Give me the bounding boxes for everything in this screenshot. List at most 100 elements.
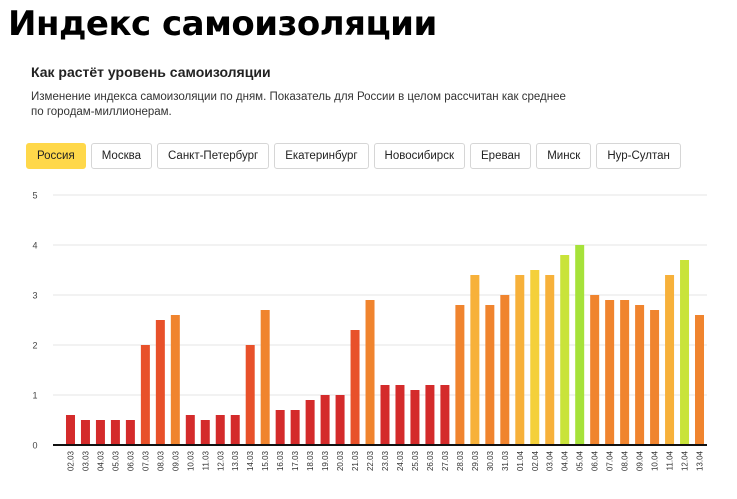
- bar[interactable]: [665, 275, 675, 445]
- x-tick-label: 14.03: [246, 450, 255, 471]
- tab-russia[interactable]: Россия: [26, 143, 86, 169]
- bar[interactable]: [380, 385, 390, 445]
- bar[interactable]: [80, 420, 90, 445]
- bar[interactable]: [605, 300, 615, 445]
- bar[interactable]: [590, 295, 600, 445]
- bar[interactable]: [695, 315, 705, 445]
- y-tick-label: 4: [32, 241, 37, 251]
- page-title: Индекс самоизоляции: [8, 4, 437, 44]
- x-tick-label: 22.03: [366, 450, 375, 471]
- x-tick-label: 05.03: [111, 450, 120, 471]
- x-tick-label: 31.03: [501, 450, 510, 471]
- x-tick-label: 08.04: [621, 450, 630, 471]
- bar[interactable]: [140, 345, 150, 445]
- y-tick-label: 0: [32, 441, 37, 451]
- x-tick-label: 07.04: [606, 450, 615, 471]
- bar[interactable]: [470, 275, 480, 445]
- x-tick-label: 11.03: [201, 450, 210, 470]
- bar[interactable]: [515, 275, 525, 445]
- bar[interactable]: [485, 305, 495, 445]
- bar[interactable]: [455, 305, 465, 445]
- bar[interactable]: [500, 295, 510, 445]
- bar[interactable]: [335, 395, 345, 445]
- bar[interactable]: [635, 305, 645, 445]
- bar[interactable]: [125, 420, 135, 445]
- bar[interactable]: [185, 415, 195, 445]
- x-tick-label: 09.04: [636, 450, 645, 471]
- y-tick-label: 2: [32, 341, 37, 351]
- x-tick-label: 13.03: [231, 450, 240, 471]
- bar[interactable]: [65, 415, 75, 445]
- x-tick-label: 02.03: [66, 450, 75, 471]
- x-tick-label: 10.03: [186, 450, 195, 471]
- bar[interactable]: [200, 420, 210, 445]
- y-tick-label: 5: [32, 191, 37, 201]
- x-tick-label: 01.04: [516, 450, 525, 471]
- city-tabs: Россия Москва Санкт-Петербург Екатеринбу…: [26, 143, 681, 169]
- tab-saint-petersburg[interactable]: Санкт-Петербург: [156, 143, 270, 169]
- bar[interactable]: [575, 245, 585, 445]
- x-tick-label: 21.03: [351, 450, 360, 471]
- x-tick-label: 19.03: [321, 450, 330, 471]
- tab-moscow[interactable]: Москва: [90, 143, 152, 169]
- bar[interactable]: [95, 420, 105, 445]
- bar[interactable]: [290, 410, 300, 445]
- bar[interactable]: [530, 270, 540, 445]
- x-tick-label: 25.03: [411, 450, 420, 471]
- x-tick-label: 23.03: [381, 450, 390, 471]
- tab-minsk[interactable]: Минск: [536, 143, 592, 169]
- x-tick-label: 07.03: [141, 450, 150, 471]
- x-tick-label: 03.03: [81, 450, 90, 471]
- bar[interactable]: [245, 345, 255, 445]
- y-tick-label: 1: [32, 391, 37, 401]
- bar[interactable]: [650, 310, 660, 445]
- bar[interactable]: [680, 260, 690, 445]
- x-tick-label: 04.04: [561, 450, 570, 471]
- bar[interactable]: [620, 300, 630, 445]
- bar[interactable]: [365, 300, 375, 445]
- x-tick-label: 15.03: [261, 450, 270, 471]
- tab-novosibirsk[interactable]: Новосибирск: [373, 143, 465, 169]
- x-tick-label: 04.03: [96, 450, 105, 471]
- x-tick-label: 08.03: [156, 450, 165, 471]
- x-tick-label: 24.03: [396, 450, 405, 471]
- x-tick-label: 29.03: [471, 450, 480, 471]
- y-tick-label: 3: [32, 291, 37, 301]
- bar[interactable]: [350, 330, 360, 445]
- bar[interactable]: [170, 315, 180, 445]
- bar[interactable]: [410, 390, 420, 445]
- tab-yekaterinburg[interactable]: Екатеринбург: [274, 143, 369, 169]
- tab-nur-sultan[interactable]: Нур-Султан: [596, 143, 681, 169]
- bar-chart: 0 1 2 3 4 5 02.03 03.03 04.03 05.03 06.03 07.03 08.0…: [32, 191, 707, 471]
- bar[interactable]: [545, 275, 555, 445]
- bar[interactable]: [155, 320, 165, 445]
- x-tick-label: 12.03: [216, 450, 225, 471]
- bar[interactable]: [275, 410, 285, 445]
- tab-yerevan[interactable]: Ереван: [470, 143, 532, 169]
- x-tick-label: 20.03: [336, 450, 345, 471]
- bar[interactable]: [395, 385, 405, 445]
- bar[interactable]: [425, 385, 435, 445]
- x-tick-label: 06.04: [591, 450, 600, 471]
- x-tick-label: 28.03: [456, 450, 465, 471]
- bar[interactable]: [110, 420, 120, 445]
- bar[interactable]: [305, 400, 315, 445]
- bar[interactable]: [230, 415, 240, 445]
- bar[interactable]: [320, 395, 330, 445]
- x-tick-label: 27.03: [441, 450, 450, 471]
- x-tick-label: 03.04: [546, 450, 555, 471]
- x-tick-label: 12.04: [681, 450, 690, 471]
- widget-description: Изменение индекса самоизоляции по дням. …: [31, 91, 566, 118]
- bar[interactable]: [440, 385, 450, 445]
- bar[interactable]: [215, 415, 225, 445]
- x-tick-label: 16.03: [276, 450, 285, 471]
- x-tick-label: 18.03: [306, 450, 315, 471]
- bar[interactable]: [260, 310, 270, 445]
- x-tick-label: 10.04: [651, 450, 660, 471]
- x-tick-label: 30.03: [486, 450, 495, 471]
- x-tick-label: 05.04: [576, 450, 585, 471]
- x-tick-label: 02.04: [531, 450, 540, 471]
- bar[interactable]: [560, 255, 570, 445]
- x-tick-label: 13.04: [696, 450, 705, 471]
- x-tick-label: 26.03: [426, 450, 435, 471]
